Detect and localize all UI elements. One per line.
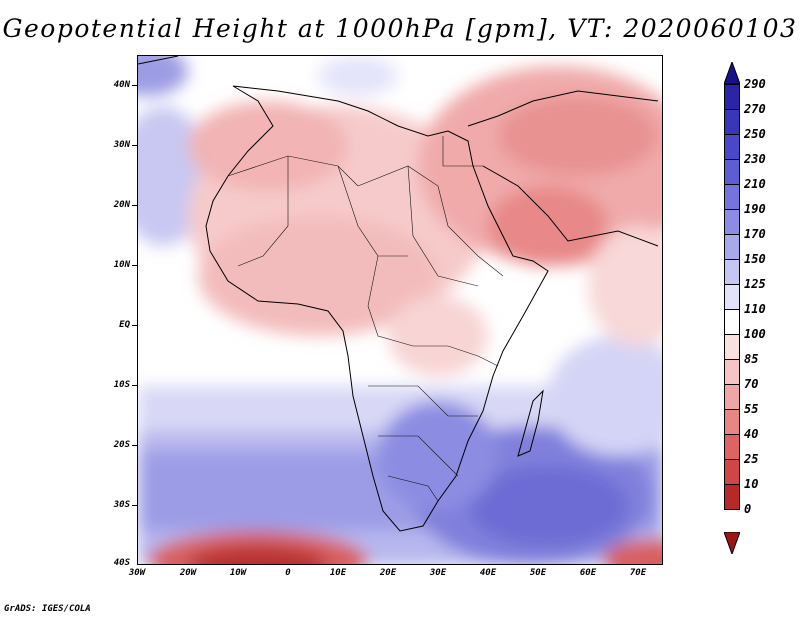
colorbar-bottom-arrow: [724, 532, 740, 554]
colorbar-label: 10: [744, 477, 759, 491]
colorbar-label: 110: [744, 302, 766, 316]
colorbar-label: 0: [744, 502, 752, 516]
colorbar-segment: [724, 134, 740, 160]
colorbar-label: 250: [744, 127, 766, 141]
colorbar-label: 70: [744, 377, 759, 391]
colorbar-label: 100: [744, 327, 766, 341]
colorbar-label: 125: [744, 277, 766, 291]
lon-label: 20W: [179, 568, 197, 578]
colorbar-segment: [724, 259, 740, 285]
colorbar-segment: [724, 434, 740, 460]
lat-label: 40N: [113, 80, 130, 90]
colorbar-label: 270: [744, 102, 766, 116]
colorbar-segment: [724, 359, 740, 385]
country-borders: [227, 136, 504, 502]
lat-label: 40S: [113, 558, 130, 568]
colorbar-label: 55: [744, 402, 759, 416]
colorbar-label: 290: [744, 77, 766, 91]
map-title: Geopotential Height at 1000hPa [gpm], VT…: [2, 14, 798, 43]
colorbar-segment: [724, 109, 740, 135]
lat-label: 20N: [113, 200, 130, 210]
lon-label: 0: [285, 568, 291, 578]
lat-label: EQ: [119, 320, 130, 330]
colorbar-label: 85: [744, 352, 759, 366]
grads-credit: GrADS: IGES/COLA: [4, 604, 91, 614]
lon-label: 40E: [479, 568, 497, 578]
lat-label: 30N: [113, 140, 130, 150]
colorbar-label: 190: [744, 202, 766, 216]
lon-label: 50E: [529, 568, 547, 578]
colorbar-segment: [724, 384, 740, 410]
colorbar-segment: [724, 284, 740, 310]
colorbar-segment: [724, 309, 740, 335]
geopotential-field: [138, 56, 662, 564]
colorbar-label: 40: [744, 427, 759, 441]
colorbar-segment: [724, 334, 740, 360]
colorbar-segment: [724, 159, 740, 185]
colorbar-label: 230: [744, 152, 766, 166]
colorbar-label: 210: [744, 177, 766, 191]
lon-label: 30E: [429, 568, 447, 578]
colorbar-segment: [724, 84, 740, 110]
colorbar-label: 25: [744, 452, 759, 466]
colorbar-top-arrow: [724, 62, 740, 84]
colorbar-segment: [724, 209, 740, 235]
lon-label: 60E: [579, 568, 597, 578]
colorbar-segment: [724, 234, 740, 260]
lat-label: 10N: [113, 260, 130, 270]
colorbar-label: 170: [744, 227, 766, 241]
colorbar-segment: [724, 184, 740, 210]
colorbar-segment: [724, 409, 740, 435]
lat-label: 20S: [113, 440, 130, 450]
lon-label: 20E: [379, 568, 397, 578]
lat-label: 10S: [113, 380, 130, 390]
colorbar-label: 150: [744, 252, 766, 266]
colorbar-segment: [724, 484, 740, 510]
lat-label: 30S: [113, 500, 130, 510]
map-panel: [137, 55, 663, 565]
lon-label: 10E: [329, 568, 347, 578]
lon-label: 30W: [128, 568, 146, 578]
colorbar-segment: [724, 459, 740, 485]
lon-label: 10W: [229, 568, 247, 578]
lon-label: 70E: [629, 568, 647, 578]
